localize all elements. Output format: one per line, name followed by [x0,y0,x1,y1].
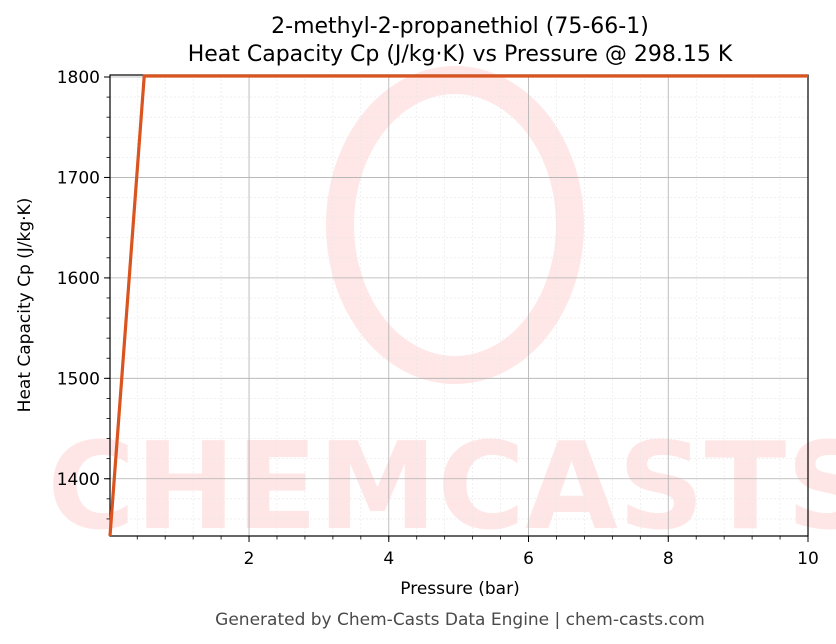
tick-labels: 2 4 6 8 10 1400 1500 1600 1700 1800 [57,68,819,569]
y-tick-label: 1500 [57,369,100,389]
watermark: CHEMCASTS [47,66,836,557]
series-line [108,74,808,537]
x-axis-label: Pressure (bar) [400,579,519,599]
y-tick-label: 1400 [57,470,100,490]
x-tick-label: 10 [797,549,819,569]
chart-title-line2: Heat Capacity Cp (J/kg·K) vs Pressure @ … [188,42,733,67]
y-tick-label: 1600 [57,269,100,289]
y-axis-label: Heat Capacity Cp (J/kg·K) [15,198,35,413]
axis-ticks [104,76,809,542]
watermark-text: CHEMCASTS [47,418,836,557]
footer-credit: Generated by Chem-Casts Data Engine | ch… [215,610,705,630]
x-tick-label: 2 [244,549,255,569]
watermark-logo-ring [326,66,584,384]
x-tick-label: 8 [663,549,674,569]
x-tick-label: 6 [523,549,534,569]
y-tick-label: 1800 [57,68,100,88]
chart-title-line1: 2-methyl-2-propanethiol (75-66-1) [271,14,649,39]
series-layer [108,74,808,537]
y-tick-label: 1700 [57,168,100,188]
x-tick-label: 4 [383,549,394,569]
